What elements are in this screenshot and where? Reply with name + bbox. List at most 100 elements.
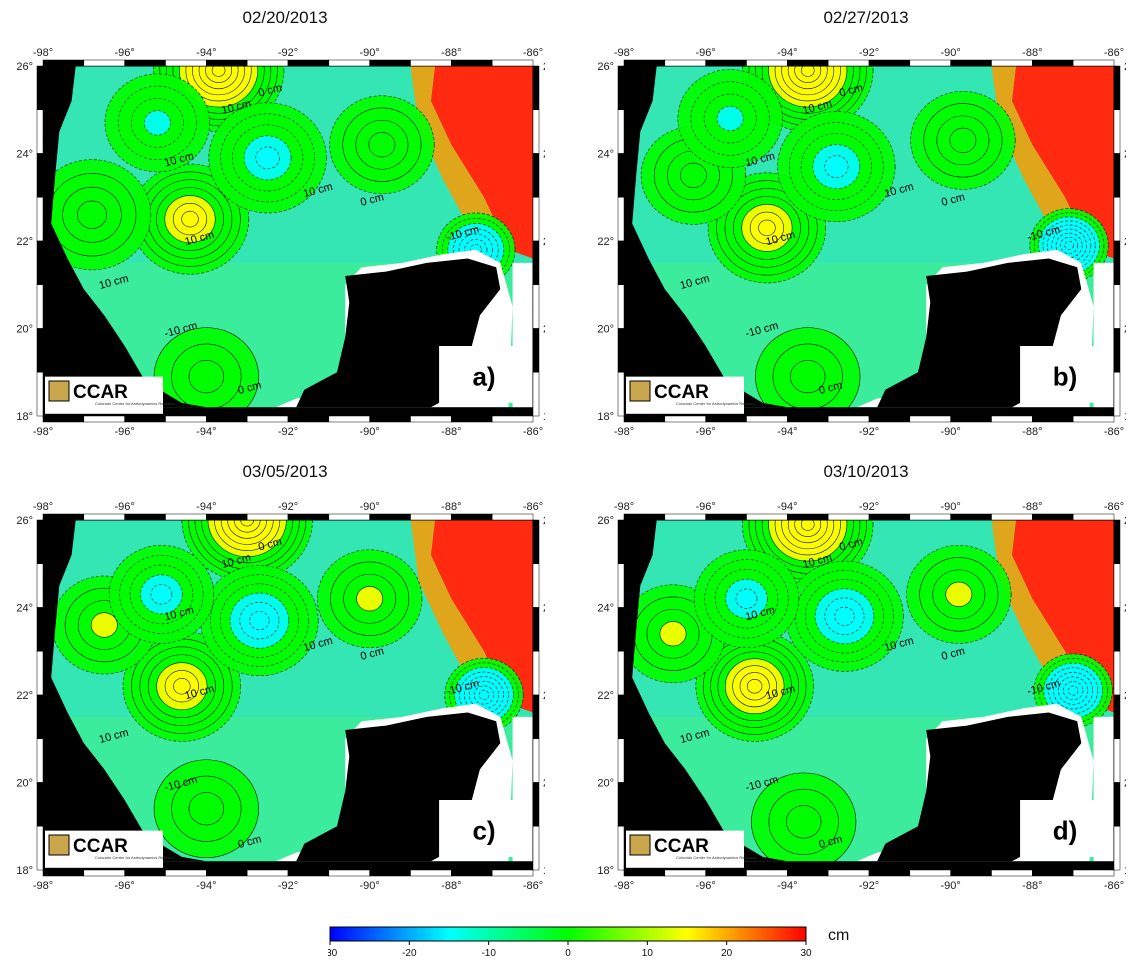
lat-tick-label: 26° <box>16 61 33 73</box>
lat-tick-label: 20° <box>1124 324 1126 336</box>
eddy-contour <box>716 105 744 132</box>
eddy-contour <box>240 520 254 527</box>
frame-left-segment <box>36 607 44 652</box>
frame-left-segment <box>36 782 44 827</box>
frame-top-segment <box>491 513 534 521</box>
frame-top-segment <box>287 513 330 521</box>
lon-tick-label: -98° <box>614 47 634 59</box>
frame-right-segment <box>1113 284 1121 329</box>
eddy-contour <box>211 66 226 77</box>
frame-bottom-segment <box>328 869 370 877</box>
frame-bottom-segment <box>165 869 207 877</box>
frame-top-segment <box>827 513 870 521</box>
land-mexico <box>624 520 788 862</box>
frame-left-segment <box>617 738 625 783</box>
eddy-contour <box>680 162 707 188</box>
lon-tick-label: -88° <box>1022 426 1042 438</box>
panel-label: b) <box>1053 361 1078 391</box>
eddy-contour <box>758 219 776 237</box>
colorbar-gradient <box>329 926 807 942</box>
lon-tick-label: -98° <box>33 426 53 438</box>
eddy-contour <box>834 606 855 626</box>
lon-tick-label: -98° <box>614 426 634 438</box>
frame-top-segment <box>868 59 911 67</box>
lon-tick-label: -86° <box>523 880 543 892</box>
loop-current-edge <box>410 66 509 250</box>
eddy-contour <box>249 611 270 631</box>
lon-tick-label: -96° <box>115 501 135 513</box>
frame-top-segment <box>328 59 370 67</box>
eddy-contour <box>188 792 225 826</box>
land-south <box>43 407 533 416</box>
lon-tick-label: -86° <box>523 501 543 513</box>
eddy-contour <box>945 581 973 607</box>
frame-bottom-segment <box>42 869 85 877</box>
frame-right-segment <box>1113 694 1121 739</box>
land-south <box>624 407 1114 416</box>
frame-left-segment <box>36 65 44 110</box>
land-south <box>624 861 1114 870</box>
colorbar-tick-label: 30 <box>800 948 812 959</box>
land-mexico <box>43 66 207 408</box>
contour-label: 0 cm <box>237 379 263 397</box>
lon-tick-label: -88° <box>441 426 461 438</box>
lon-tick-label: -88° <box>441 880 461 892</box>
eddy-contour <box>188 360 225 394</box>
lon-tick-label: -92° <box>859 47 879 59</box>
lat-tick-label: 22° <box>597 236 614 248</box>
eddy-contour <box>356 586 384 612</box>
frame-right-segment <box>1113 328 1121 373</box>
frame-right-segment <box>1113 109 1121 154</box>
frame-left-segment <box>36 372 44 417</box>
frame-top-segment <box>328 513 370 521</box>
contour-label: 0 cm <box>257 536 283 554</box>
contour-label: 0 cm <box>838 536 864 554</box>
colorbar-unit: cm <box>828 927 849 944</box>
frame-right-segment <box>532 782 540 827</box>
contour-label: 0 cm <box>237 833 263 851</box>
frame-right-segment <box>532 109 540 154</box>
frame-bottom-segment <box>705 415 747 423</box>
frame-top-segment <box>1072 59 1115 67</box>
lon-tick-label: -86° <box>1104 47 1124 59</box>
eddy-contour <box>173 678 191 695</box>
lon-tick-label: -94° <box>196 501 216 513</box>
frame-bottom-segment <box>664 869 706 877</box>
map-panel-b: 02/27/2013 10 cm 0 cm 10 cm 10 cm 10 cm 0 cm 1… <box>586 8 1138 456</box>
lon-tick-label: -86° <box>523 47 543 59</box>
lon-tick-label: -98° <box>33 47 53 59</box>
frame-right-segment <box>532 240 540 285</box>
eddy-contour <box>1067 685 1079 696</box>
frame-left-segment <box>617 826 625 871</box>
frame-bottom-segment <box>1072 869 1115 877</box>
frame-top-segment <box>369 513 411 521</box>
frame-top-segment <box>664 513 706 521</box>
lat-tick-label: 20° <box>16 778 33 790</box>
lon-tick-label: -96° <box>115 880 135 892</box>
panel-date-title: 02/27/2013 <box>823 8 909 27</box>
lat-tick-label: 18° <box>543 411 545 423</box>
eddy-contour <box>478 690 490 700</box>
frame-right-segment <box>532 372 540 417</box>
lat-tick-label: 26° <box>597 515 614 527</box>
lon-tick-label: -92° <box>278 426 298 438</box>
frame-bottom-segment <box>1032 869 1074 877</box>
loop-current <box>1011 66 1114 259</box>
eddy-contour <box>746 679 763 694</box>
frame-bottom-segment <box>950 415 992 423</box>
land-mexico <box>624 66 788 408</box>
frame-top-segment <box>165 513 207 521</box>
panel-label: d) <box>1053 815 1078 845</box>
frame-right-segment <box>532 519 540 564</box>
lon-tick-label: -86° <box>1104 501 1124 513</box>
lat-tick-label: 22° <box>1124 236 1126 248</box>
lon-tick-label: -96° <box>696 47 716 59</box>
lon-tick-label: -90° <box>941 880 961 892</box>
eddy-contour <box>255 146 280 170</box>
frame-bottom-segment <box>451 869 493 877</box>
lat-tick-label: 20° <box>543 778 545 790</box>
contour-label: 0 cm <box>359 645 385 663</box>
logo-subtitle: Colorado Center for Astrodynamics Resear… <box>95 401 175 406</box>
